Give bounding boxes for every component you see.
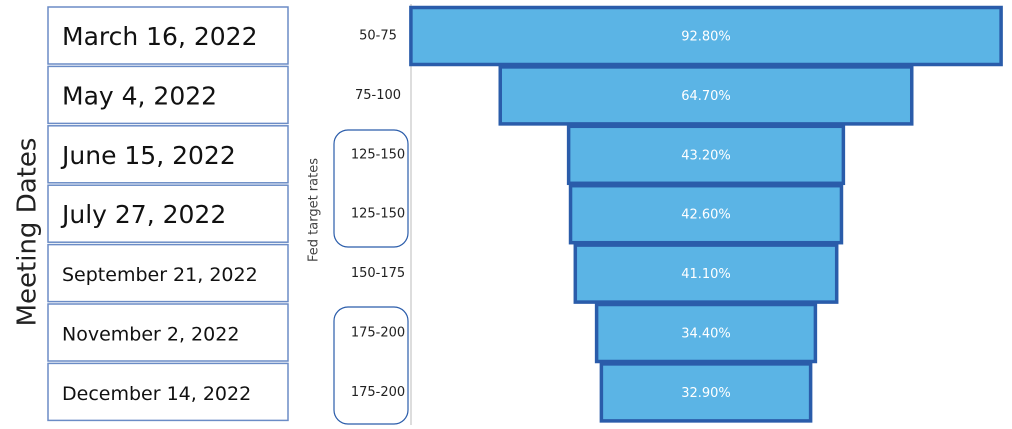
date-label: June 15, 2022 bbox=[60, 141, 236, 170]
date-label: December 14, 2022 bbox=[62, 383, 251, 405]
category-label: 75-100 bbox=[355, 88, 401, 103]
category-label: 125-150 bbox=[351, 207, 405, 222]
date-box bbox=[47, 243, 289, 303]
date-box bbox=[47, 125, 289, 184]
bar bbox=[594, 302, 818, 364]
value-label: 43.20% bbox=[681, 148, 731, 163]
value-label: 41.10% bbox=[681, 267, 731, 282]
bracket bbox=[333, 306, 409, 425]
date-label: July 27, 2022 bbox=[60, 200, 226, 229]
bar bbox=[409, 5, 1003, 67]
date-label: November 2, 2022 bbox=[62, 324, 239, 346]
bar bbox=[498, 65, 914, 126]
value-label: 42.60% bbox=[681, 208, 731, 223]
category-label: 50-75 bbox=[359, 29, 397, 44]
category-label: 175-200 bbox=[351, 326, 405, 341]
y-axis-label: Fed target rates bbox=[307, 158, 322, 262]
category-label: 125-150 bbox=[351, 147, 405, 162]
category-label: 150-175 bbox=[351, 266, 405, 281]
date-box bbox=[47, 362, 289, 422]
date-label: May 4, 2022 bbox=[62, 81, 217, 110]
value-label: 92.80% bbox=[681, 30, 731, 45]
date-box bbox=[47, 65, 289, 125]
value-label: 34.40% bbox=[681, 327, 731, 342]
value-label: 32.90% bbox=[681, 386, 731, 401]
bar bbox=[599, 362, 813, 423]
bar bbox=[568, 183, 844, 245]
category-label: 175-200 bbox=[351, 385, 405, 400]
date-label: March 16, 2022 bbox=[62, 22, 257, 51]
bracket bbox=[333, 129, 409, 248]
dates-axis-label: Meeting Dates bbox=[13, 138, 43, 327]
date-box bbox=[47, 303, 289, 362]
value-label: 64.70% bbox=[681, 89, 731, 104]
date-box bbox=[47, 184, 289, 243]
bar bbox=[573, 243, 839, 304]
date-label: September 21, 2022 bbox=[62, 264, 258, 286]
bar bbox=[566, 124, 846, 186]
date-box bbox=[47, 6, 289, 65]
